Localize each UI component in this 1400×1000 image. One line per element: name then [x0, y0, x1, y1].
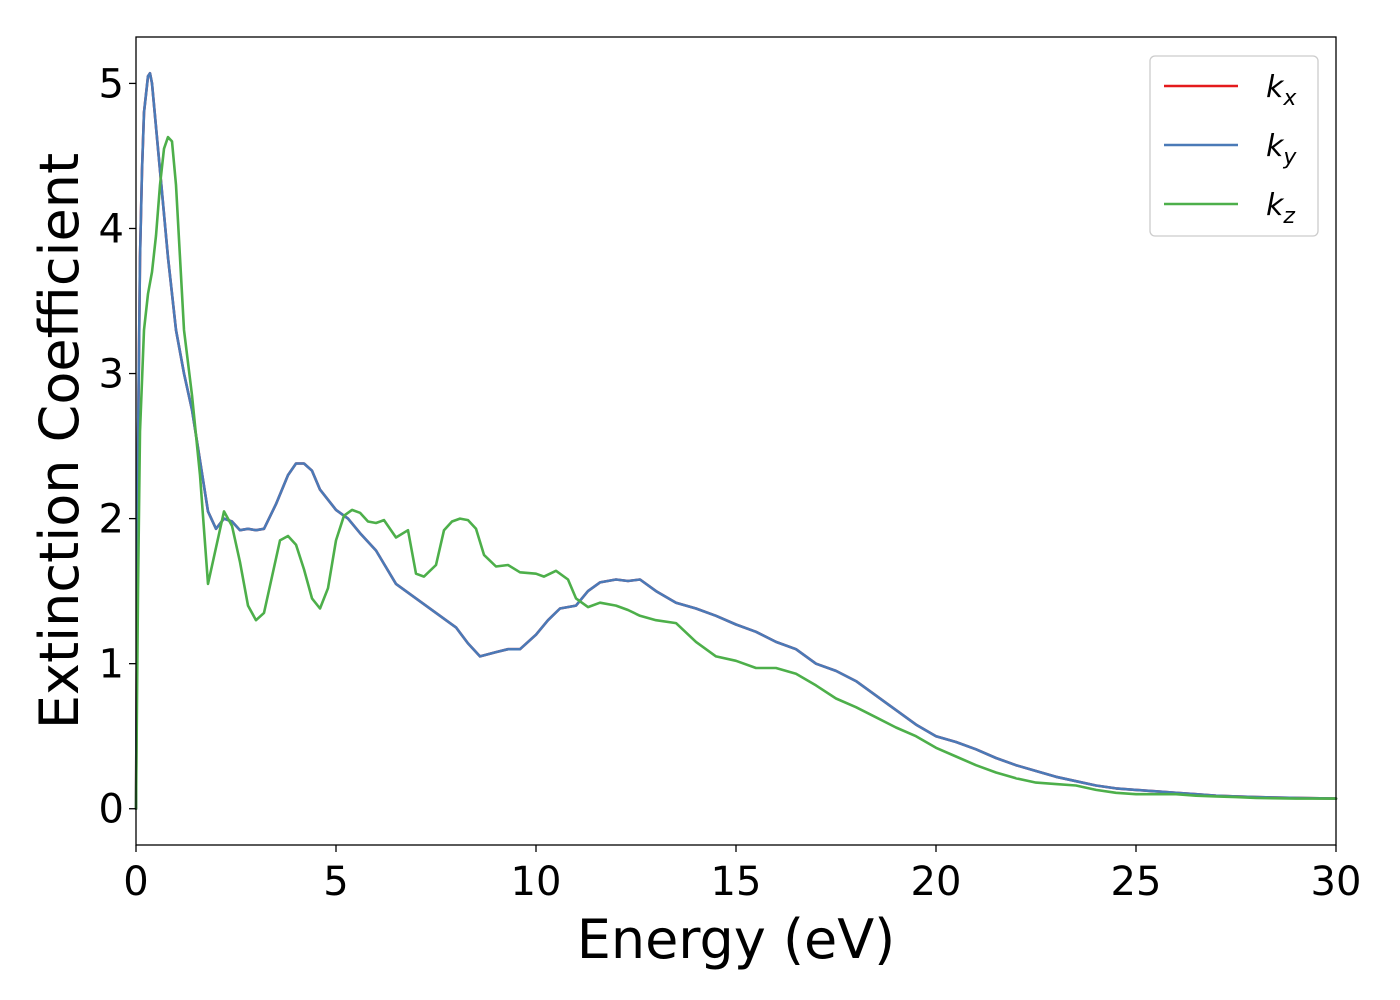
- x-tick-label: 20: [911, 859, 962, 905]
- x-tick-label: 15: [711, 859, 762, 905]
- x-axis-ticks: 0 5 10 15 20 25 30: [123, 845, 1361, 905]
- x-tick-label: 25: [1111, 859, 1162, 905]
- legend: kx ky kz: [1149, 55, 1319, 237]
- y-tick-label: 0: [99, 787, 124, 833]
- legend-label-kz: kz: [1266, 188, 1295, 229]
- x-tick-label: 30: [1311, 859, 1362, 905]
- x-tick-label: 5: [323, 859, 348, 905]
- y-axis-label: Extinction Coefficient: [28, 153, 91, 729]
- legend-label-ky: ky: [1266, 129, 1297, 170]
- y-axis-ticks: 0 1 2 3 4 5: [99, 61, 136, 833]
- x-tick-label: 0: [123, 859, 148, 905]
- y-tick-label: 1: [99, 642, 124, 688]
- plot-lines: [134, 72, 1338, 811]
- y-tick-label: 2: [99, 497, 124, 543]
- series-line-kz: [134, 135, 1338, 811]
- x-axis-label: Energy (eV): [577, 908, 896, 971]
- y-tick-label: 4: [99, 206, 124, 252]
- y-tick-label: 5: [99, 61, 124, 107]
- y-tick-label: 3: [99, 352, 124, 398]
- legend-label-kx: kx: [1266, 70, 1297, 111]
- x-tick-label: 10: [511, 859, 562, 905]
- series-line-ky: [134, 72, 1338, 811]
